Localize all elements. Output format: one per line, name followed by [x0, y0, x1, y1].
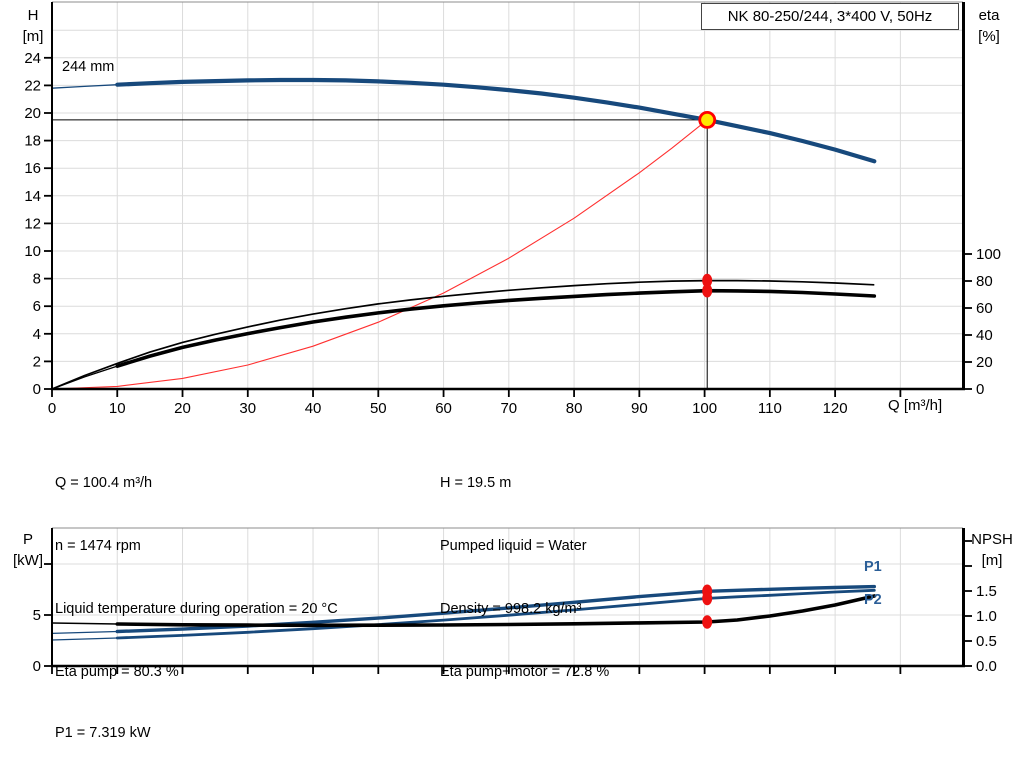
info-eta-pump: Eta pump = 80.3 % — [55, 664, 179, 680]
tick-label: 4 — [33, 326, 41, 343]
info-pumped-liquid: Pumped liquid = Water — [440, 538, 587, 554]
tick-label: 90 — [631, 400, 648, 417]
eta-axis-name: eta — [978, 7, 1000, 24]
duty-info-right: H = 19.5 m Pumped liquid = Water Density… — [440, 431, 609, 725]
power-info-block: P1 = 7.319 kW P2 = 6.628 kW NPSH = 0.88 … — [55, 681, 386, 781]
p2-curve-label: P2 — [864, 592, 882, 608]
eta-pump-curve — [51, 279, 875, 390]
info-p1: P1 = 7.319 kW — [55, 725, 151, 741]
p-axis-unit: [kW] — [13, 552, 43, 569]
pump-title: NK 80-250/244, 3*400 V, 50Hz — [727, 8, 933, 25]
tick-label: 0 — [976, 381, 984, 398]
pump-title-box: NK 80-250/244, 3*400 V, 50Hz — [701, 3, 959, 30]
operating-point-dot — [702, 273, 713, 288]
operating-point-dot — [702, 591, 713, 606]
eta-axis-label: eta [%] — [966, 5, 1012, 47]
tick-label: 60 — [976, 300, 993, 317]
tick-label: 20 — [174, 400, 191, 417]
tick-label: 100 — [692, 400, 717, 417]
tick-label: 10 — [24, 243, 41, 260]
tick-label: 80 — [566, 400, 583, 417]
operating-point-dot — [702, 615, 713, 629]
tick-label: 2 — [33, 353, 41, 370]
tick-label: 12 — [24, 215, 41, 232]
tick-label: 40 — [305, 400, 322, 417]
tick-label: 24 — [24, 50, 41, 67]
tick-label: 14 — [24, 188, 41, 205]
tick-label: 1.5 — [976, 583, 997, 600]
info-q: Q = 100.4 m³/h — [55, 475, 153, 491]
system-curve — [51, 119, 708, 390]
duty-point-marker[interactable] — [698, 111, 717, 129]
p1-curve-label: P1 — [864, 559, 882, 575]
tick-label: 6 — [33, 298, 41, 315]
head-curve-244mm-thick — [115, 77, 877, 164]
tick-label: 20 — [976, 354, 993, 371]
tick-label: 0 — [48, 400, 56, 417]
p2-curve-thick — [115, 588, 876, 640]
tick-label: 30 — [239, 400, 256, 417]
tick-label: 0 — [33, 658, 41, 675]
duty-info-left: Q = 100.4 m³/h n = 1474 rpm Liquid tempe… — [55, 431, 338, 725]
h-axis-name: H — [27, 7, 39, 24]
npsh-axis-unit: [m] — [981, 552, 1003, 569]
p-axis-name: P — [22, 531, 33, 548]
tick-label: 40 — [976, 327, 993, 344]
tick-label: 20 — [24, 105, 41, 122]
eta-pump-motor-curve-thick — [115, 288, 877, 368]
q-axis-label: Q [m³/h] — [888, 397, 943, 414]
npsh-axis-name: NPSH — [971, 531, 1013, 548]
tick-label: 0.5 — [976, 633, 997, 650]
info-liquid-temp: Liquid temperature during operation = 20… — [55, 601, 338, 617]
info-n: n = 1474 rpm — [55, 538, 141, 554]
impeller-diameter-label: 244 mm — [62, 59, 115, 75]
tick-label: 70 — [500, 400, 517, 417]
tick-label: 50 — [370, 400, 387, 417]
h-axis-unit: [m] — [22, 28, 44, 45]
h-axis-label: H [m] — [13, 5, 53, 47]
tick-label: 80 — [976, 273, 993, 290]
tick-label: 60 — [435, 400, 452, 417]
tick-label: 16 — [24, 160, 41, 177]
tick-label: 120 — [823, 400, 848, 417]
tick-label: 18 — [24, 133, 41, 150]
tick-label: 100 — [976, 246, 1001, 263]
tick-label: 110 — [758, 400, 782, 417]
tick-label: 1.0 — [976, 608, 997, 625]
tick-label: 0 — [33, 381, 41, 398]
info-eta-pump-motor: Eta pump+motor = 72.8 % — [440, 664, 610, 680]
tick-label: 10 — [109, 400, 126, 417]
head-curve-244mm — [51, 79, 875, 162]
p-axis-label: P [kW] — [6, 529, 50, 571]
operating-point-dot — [702, 283, 713, 298]
tick-label: 8 — [33, 271, 41, 288]
info-density: Density = 998.2 kg/m³ — [440, 601, 582, 617]
tick-label: 0.0 — [976, 658, 997, 675]
tick-label: 5 — [33, 607, 41, 624]
tick-label: 22 — [24, 77, 41, 94]
npsh-curve-thick — [115, 594, 877, 628]
info-h: H = 19.5 m — [440, 475, 512, 491]
npsh-axis-label: NPSH [m] — [962, 529, 1022, 571]
eta-axis-unit: [%] — [978, 28, 1000, 45]
